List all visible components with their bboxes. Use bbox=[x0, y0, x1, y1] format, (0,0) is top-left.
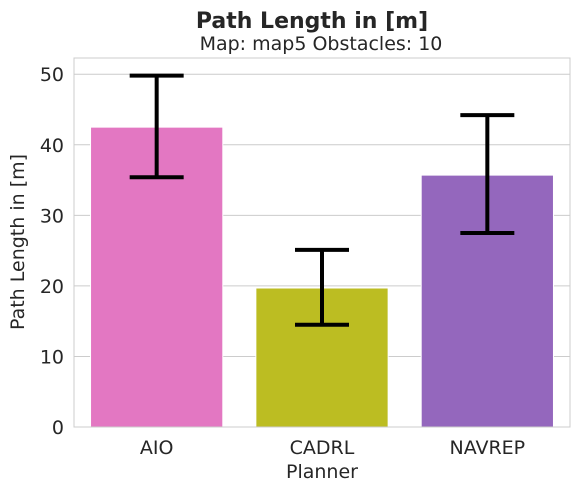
bars bbox=[90, 126, 554, 428]
plot-frame bbox=[73, 57, 571, 428]
x-tick-label: AIO bbox=[140, 437, 174, 459]
y-axis-label: Path Length in [m] bbox=[7, 154, 29, 330]
y-tick-label: 0 bbox=[52, 417, 64, 439]
y-tick-label: 20 bbox=[40, 276, 64, 298]
y-tick-labels: 0 10 20 30 40 50 bbox=[40, 64, 64, 439]
x-tick-label: CADRL bbox=[290, 437, 355, 459]
chart-title: Path Length in [m] bbox=[196, 9, 428, 34]
y-tick-label: 10 bbox=[40, 346, 64, 368]
error-bars bbox=[129, 73, 515, 327]
x-axis-label: Planner bbox=[286, 461, 358, 483]
chart-subtitle: Map: map5 Obstacles: 10 bbox=[200, 33, 443, 55]
y-tick-label: 30 bbox=[40, 205, 64, 227]
x-tick-labels: AIO CADRL NAVREP bbox=[140, 437, 525, 459]
y-tick-label: 40 bbox=[40, 135, 64, 157]
y-tick-label: 50 bbox=[40, 64, 64, 86]
x-tick-label: NAVREP bbox=[449, 437, 525, 459]
